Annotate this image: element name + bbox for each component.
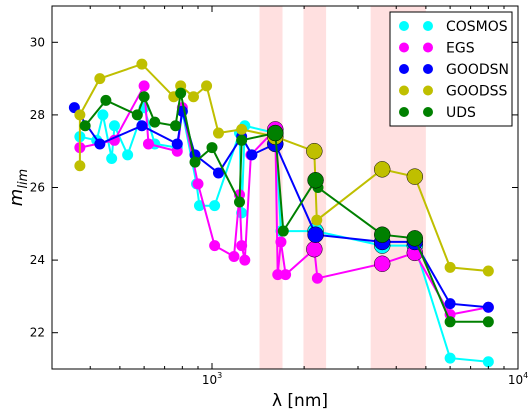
y-tick-label: 22 xyxy=(30,326,45,340)
data-point xyxy=(138,91,150,103)
legend-marker xyxy=(399,42,409,53)
data-point xyxy=(444,352,456,364)
data-point xyxy=(482,356,494,368)
data-point xyxy=(209,240,221,252)
legend-label: COSMOS xyxy=(446,19,508,35)
x-axis-label: λ [nm] xyxy=(272,391,328,411)
legend-marker xyxy=(399,64,409,74)
data-point xyxy=(171,138,183,150)
legend-item: UDS xyxy=(399,105,476,121)
data-point-large xyxy=(267,124,284,142)
legend-marker xyxy=(423,107,433,117)
data-point xyxy=(149,116,161,128)
legend-label: GOODSN xyxy=(446,62,509,78)
y-tick-label: 30 xyxy=(30,35,45,49)
data-point xyxy=(192,178,204,190)
data-point-large xyxy=(406,230,424,247)
data-point xyxy=(212,127,224,139)
y-axis-label: mlim xyxy=(6,169,31,206)
data-point xyxy=(444,298,456,310)
y-tick-label: 24 xyxy=(30,253,45,267)
data-point xyxy=(68,102,80,114)
legend-item: GOODSS xyxy=(399,84,508,100)
data-point xyxy=(482,316,494,328)
data-point xyxy=(175,87,187,99)
data-point-large xyxy=(373,226,391,243)
data-point xyxy=(236,134,248,146)
data-point-large xyxy=(306,142,323,160)
y-tick-label: 28 xyxy=(30,108,45,122)
data-point-large xyxy=(307,171,324,189)
legend-marker xyxy=(399,85,409,96)
legend: COSMOS EGS GOODSN GOODSS UDS xyxy=(389,11,513,127)
legend-marker xyxy=(423,64,433,74)
legend-label: EGS xyxy=(446,41,475,57)
axes: 22 24 26 28 30 103 104 xyxy=(30,6,528,387)
x-tick-label: 104 xyxy=(508,371,528,387)
data-point xyxy=(212,167,224,179)
legend-item: COSMOS xyxy=(399,19,508,35)
data-point xyxy=(189,156,201,168)
legend-marker xyxy=(423,85,433,96)
legend-label: GOODSS xyxy=(446,84,508,100)
series-uds xyxy=(79,87,494,328)
data-point xyxy=(94,73,106,85)
data-point xyxy=(311,272,323,284)
data-point xyxy=(201,80,213,92)
data-point-large xyxy=(306,240,323,258)
data-point xyxy=(142,138,154,150)
legend-marker xyxy=(423,42,433,53)
data-point xyxy=(209,200,221,212)
legend-box xyxy=(389,11,513,127)
legend-marker xyxy=(399,107,409,117)
legend-marker xyxy=(399,21,409,31)
data-point xyxy=(444,261,456,273)
data-point xyxy=(108,120,120,132)
data-point-large xyxy=(373,161,391,178)
x-tick-label: 103 xyxy=(202,371,222,387)
data-point xyxy=(239,254,251,266)
data-point xyxy=(136,120,148,132)
data-point xyxy=(170,120,182,132)
data-point xyxy=(234,196,246,208)
legend-item: EGS xyxy=(399,41,475,57)
data-point xyxy=(236,123,248,135)
legend-marker xyxy=(423,21,433,31)
data-point xyxy=(482,301,494,313)
y-tick-label: 26 xyxy=(30,181,45,195)
data-point xyxy=(74,109,86,121)
data-point-large xyxy=(406,168,424,185)
data-point xyxy=(187,91,199,103)
data-point xyxy=(228,250,240,262)
data-point xyxy=(482,265,494,277)
data-point xyxy=(246,149,258,161)
data-point xyxy=(280,269,292,281)
data-point xyxy=(277,225,289,237)
data-point xyxy=(206,142,218,154)
data-point xyxy=(136,58,148,70)
data-point xyxy=(275,236,287,248)
data-point xyxy=(444,316,456,328)
legend-item: GOODSN xyxy=(399,62,509,78)
data-point xyxy=(100,94,112,106)
series-layer xyxy=(68,58,494,368)
y-axis-label-text: mlim xyxy=(6,169,31,206)
data-point xyxy=(79,120,91,132)
data-point-large xyxy=(373,255,391,272)
data-point xyxy=(74,160,86,172)
data-point xyxy=(311,214,323,226)
data-point xyxy=(97,109,109,121)
legend-label: UDS xyxy=(446,105,476,121)
data-point xyxy=(122,149,134,161)
data-point xyxy=(106,152,118,164)
data-point-large xyxy=(307,226,324,243)
data-point xyxy=(236,240,248,252)
data-point xyxy=(131,109,143,121)
data-point xyxy=(94,138,106,150)
data-point xyxy=(138,80,150,92)
